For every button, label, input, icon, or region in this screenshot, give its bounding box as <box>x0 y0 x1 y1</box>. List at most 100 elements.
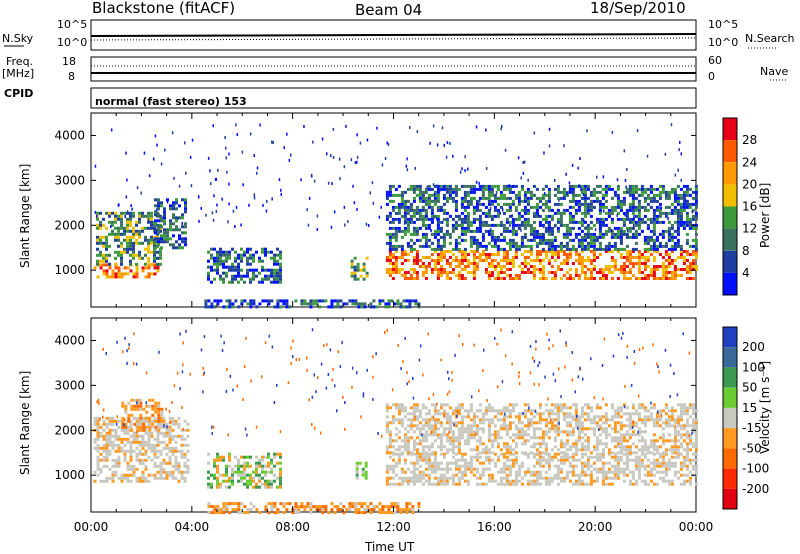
velocity-cell <box>430 470 434 474</box>
power-cell <box>580 271 584 274</box>
power-cell <box>475 208 479 212</box>
velocity-cell <box>622 436 626 440</box>
power-cell <box>353 265 357 269</box>
velocity-cell <box>481 482 485 486</box>
velocity-cell <box>508 473 512 477</box>
power-cell <box>157 231 160 235</box>
velocity-cell <box>460 415 464 419</box>
velocity-cell <box>673 473 677 477</box>
power-cell <box>391 226 395 230</box>
velocity-cell <box>454 452 458 456</box>
power-cell <box>96 247 99 251</box>
velocity-cell <box>592 445 596 449</box>
power-cell <box>424 232 428 236</box>
power-cell <box>472 220 476 224</box>
power-cell <box>658 202 662 206</box>
power-cell <box>421 205 425 209</box>
power-speckle <box>198 195 200 199</box>
power-cell <box>499 193 503 197</box>
power-cell <box>481 220 485 224</box>
power-cell <box>598 211 602 215</box>
power-cell <box>204 299 208 303</box>
velocity-cell <box>147 473 151 477</box>
power-cell <box>487 265 491 268</box>
power-cell <box>234 256 237 260</box>
power-cell <box>526 202 530 206</box>
power-cell <box>279 280 282 284</box>
velocity-cell <box>424 479 428 483</box>
power-cell <box>598 241 602 245</box>
power-cell <box>520 208 524 212</box>
power-cell <box>216 262 219 266</box>
velocity-cell <box>130 413 134 417</box>
power-cell <box>475 250 479 253</box>
velocity-cell <box>652 424 656 428</box>
power-cell <box>661 190 665 194</box>
power-cell <box>445 229 449 233</box>
power-cell <box>454 202 458 206</box>
velocity-cell <box>577 458 581 462</box>
power-cell <box>397 193 401 197</box>
power-speckle <box>452 154 454 158</box>
velocity-cell <box>451 461 455 465</box>
power-cell <box>583 193 587 197</box>
velocity-cell <box>559 461 563 465</box>
power-cell <box>466 202 470 206</box>
velocity-cell <box>625 418 629 422</box>
power-cell <box>505 250 509 253</box>
power-cell <box>571 217 575 221</box>
power-cell <box>643 274 647 277</box>
power-cell <box>616 211 620 215</box>
cpid-text: normal (fast stereo) 153 <box>95 95 247 108</box>
power-cell <box>583 274 587 277</box>
power-cell <box>144 235 147 239</box>
power-cell <box>562 235 566 239</box>
power-cell <box>433 199 437 203</box>
velocity-cell <box>634 421 638 425</box>
power-cell <box>433 193 437 197</box>
power-cell <box>586 259 590 262</box>
power-cell <box>502 253 506 256</box>
power-cell <box>342 302 346 306</box>
velocity-cell <box>171 428 175 432</box>
power-cell <box>619 265 623 268</box>
power-cell <box>123 226 126 230</box>
power-cell <box>460 253 464 256</box>
power-cell <box>442 271 446 274</box>
power-cell <box>571 226 575 230</box>
power-cell <box>622 274 626 277</box>
velocity-cell <box>670 482 674 486</box>
power-cell <box>610 205 614 209</box>
velocity-cell <box>634 455 638 459</box>
power-cell <box>294 299 298 303</box>
velocity-cell <box>616 473 620 477</box>
power-cell <box>490 259 494 262</box>
velocity-cell <box>397 406 401 410</box>
power-cell <box>661 211 665 215</box>
velocity-cell <box>505 473 509 477</box>
velocity-cell <box>448 439 452 443</box>
velocity-cell <box>228 464 231 468</box>
power-cell <box>511 238 515 242</box>
velocity-cell <box>364 473 368 477</box>
velocity-cell <box>556 464 560 468</box>
power-cell <box>388 241 392 245</box>
velocity-cell <box>424 439 428 443</box>
power-cell <box>571 199 575 203</box>
power-cell <box>598 244 602 248</box>
velocity-cell <box>613 452 617 456</box>
velocity-cell <box>124 410 128 414</box>
power-cell <box>154 240 157 244</box>
power-speckle <box>623 149 626 153</box>
power-cell <box>484 256 488 259</box>
power-speckle <box>660 206 662 210</box>
velocity-cell <box>487 448 491 452</box>
velocity-cell <box>526 467 530 471</box>
velocity-cell <box>397 461 401 465</box>
power-cell <box>601 232 605 236</box>
velocity-cell <box>553 430 557 434</box>
power-speckle <box>449 141 451 145</box>
power-cell <box>451 190 455 194</box>
velocity-cell <box>574 418 578 422</box>
power-cell <box>520 184 524 188</box>
